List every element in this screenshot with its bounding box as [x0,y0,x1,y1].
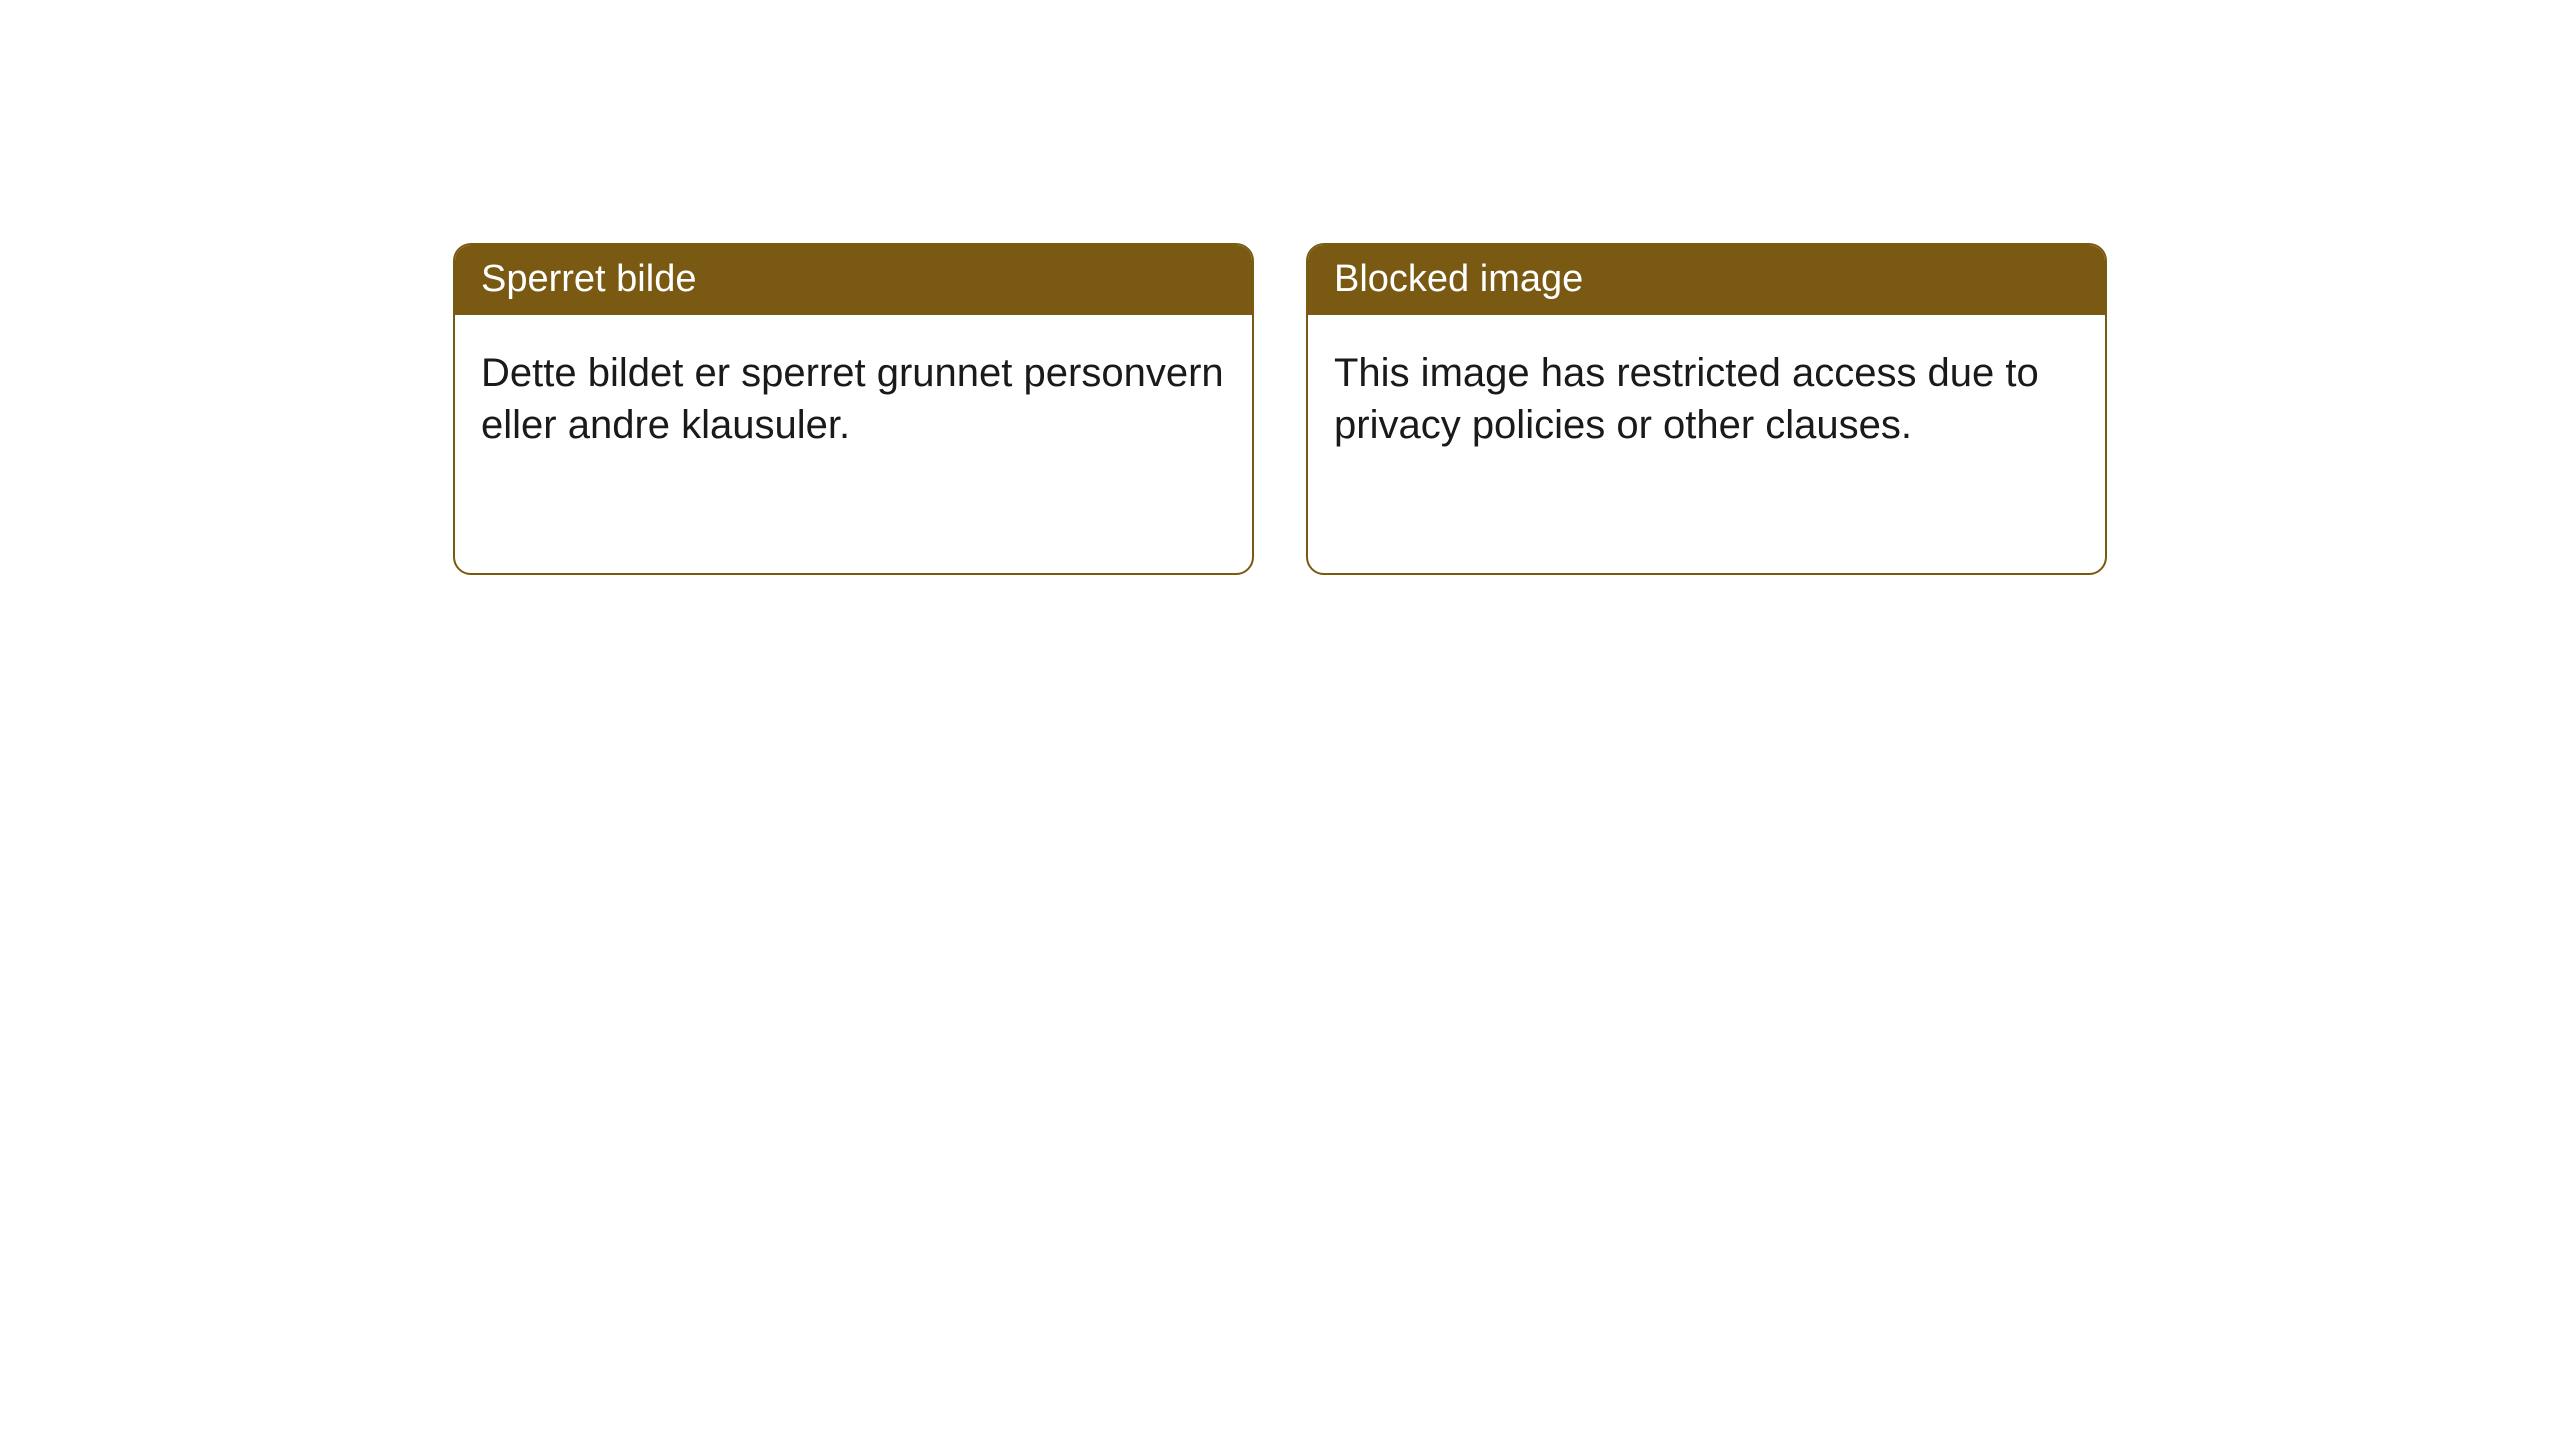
notice-card-en: Blocked image This image has restricted … [1306,243,2107,575]
notice-container: Sperret bilde Dette bildet er sperret gr… [453,243,2107,575]
notice-card-no: Sperret bilde Dette bildet er sperret gr… [453,243,1254,575]
notice-header-no: Sperret bilde [455,245,1252,315]
notice-body-no: Dette bildet er sperret grunnet personve… [455,315,1252,483]
notice-body-en: This image has restricted access due to … [1308,315,2105,483]
notice-header-en: Blocked image [1308,245,2105,315]
